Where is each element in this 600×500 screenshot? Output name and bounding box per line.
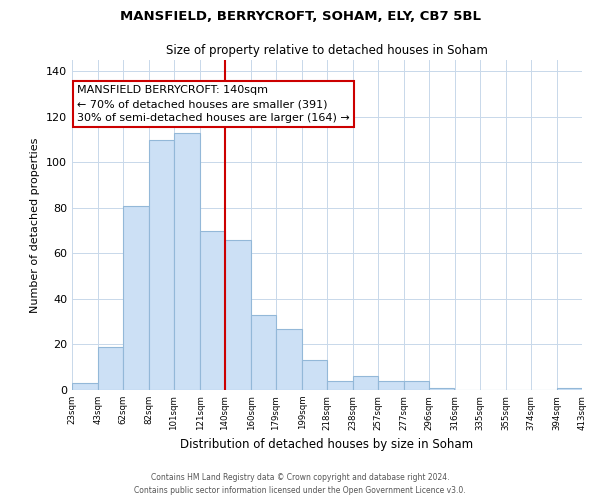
Bar xyxy=(276,328,302,390)
Bar xyxy=(72,383,98,390)
Text: MANSFIELD, BERRYCROFT, SOHAM, ELY, CB7 5BL: MANSFIELD, BERRYCROFT, SOHAM, ELY, CB7 5… xyxy=(119,10,481,23)
Text: Contains HM Land Registry data © Crown copyright and database right 2024.
Contai: Contains HM Land Registry data © Crown c… xyxy=(134,473,466,495)
Bar xyxy=(353,376,378,390)
Bar xyxy=(174,133,200,390)
Bar xyxy=(429,388,454,390)
Bar xyxy=(327,381,353,390)
Bar xyxy=(149,140,174,390)
Bar xyxy=(378,381,404,390)
Bar xyxy=(557,388,582,390)
Bar xyxy=(251,315,276,390)
Bar xyxy=(225,240,251,390)
Bar xyxy=(200,230,225,390)
Bar xyxy=(404,381,429,390)
Bar xyxy=(302,360,327,390)
Bar xyxy=(123,206,149,390)
Title: Size of property relative to detached houses in Soham: Size of property relative to detached ho… xyxy=(166,44,488,58)
Bar xyxy=(98,347,123,390)
X-axis label: Distribution of detached houses by size in Soham: Distribution of detached houses by size … xyxy=(181,438,473,451)
Y-axis label: Number of detached properties: Number of detached properties xyxy=(31,138,40,312)
Text: MANSFIELD BERRYCROFT: 140sqm
← 70% of detached houses are smaller (391)
30% of s: MANSFIELD BERRYCROFT: 140sqm ← 70% of de… xyxy=(77,85,350,123)
